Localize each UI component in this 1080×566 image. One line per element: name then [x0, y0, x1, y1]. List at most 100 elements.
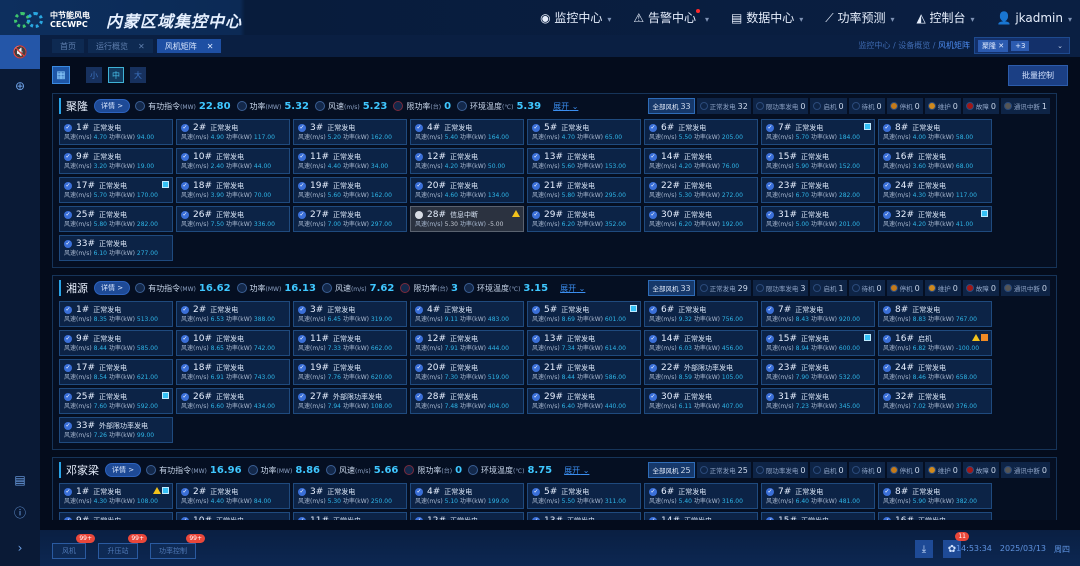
turbine-card[interactable]: ✓ 12# 正常发电 风速(m/s) 4.20 功率(kW) 50.00	[410, 148, 524, 174]
turbine-card[interactable]: ✓ 7# 正常发电 风速(m/s) 5.70 功率(kW) 184.00	[761, 119, 875, 145]
turbine-card[interactable]: ✓ 11# 正常发电 风速(m/s) 7.33 功率(kW) 662.00	[293, 330, 407, 356]
filter-0[interactable]: 全部风机 33	[648, 98, 695, 114]
turbine-card[interactable]: ✓ 4# 正常发电 风速(m/s) 9.11 功率(kW) 483.00	[410, 301, 524, 327]
grid-view-button[interactable]: ▦	[52, 66, 70, 84]
filter-7[interactable]: 故障 0	[962, 462, 999, 478]
turbine-card[interactable]: ✓ 31# 正常发电 风速(m/s) 5.00 功率(kW) 201.00	[761, 206, 875, 232]
filter-6[interactable]: 维护 0	[924, 462, 961, 478]
turbine-card[interactable]: ✓ 18# 正常发电 风速(m/s) 3.90 功率(kW) 70.00	[176, 177, 290, 203]
filter-0[interactable]: 全部风机 33	[648, 280, 695, 296]
filter-8[interactable]: 通讯中断 0	[1000, 462, 1050, 478]
filter-5[interactable]: 停机 0	[886, 98, 923, 114]
turbine-card[interactable]: ✓ 3# 正常发电 风速(m/s) 5.20 功率(kW) 162.00	[293, 119, 407, 145]
nav-monitor[interactable]: ◉ 监控中心 ▾	[540, 9, 611, 26]
turbine-card[interactable]: ✓ 4# 正常发电 风速(m/s) 5.40 功率(kW) 164.00	[410, 119, 524, 145]
filter-3[interactable]: 启机 0	[810, 98, 847, 114]
turbine-card[interactable]: ✓ 11# 正常发电	[293, 512, 407, 520]
tab-2[interactable]: 风机矩阵 ✕	[156, 39, 222, 53]
size-small-button[interactable]: 小	[86, 67, 102, 83]
turbine-card[interactable]: ✓ 27# 正常发电 风速(m/s) 7.00 功率(kW) 297.00	[293, 206, 407, 232]
turbine-card[interactable]: ✓ 24# 正常发电 风速(m/s) 8.46 功率(kW) 658.00	[878, 359, 992, 385]
turbine-card[interactable]: ✓ 29# 正常发电 风速(m/s) 6.40 功率(kW) 440.00	[527, 388, 641, 414]
turbine-card[interactable]: ✓ 16# 启机 风速(m/s) 6.82 功率(kW) -100.00	[878, 330, 992, 356]
farm-multiselect[interactable]: 聚隆 ✕ +3 ⌄	[974, 37, 1070, 54]
filter-5[interactable]: 停机 0	[886, 280, 923, 296]
turbine-card[interactable]: 28# 信息中断 风速(m/s) 5.30 功率(kW) -5.00	[410, 206, 524, 232]
turbine-card[interactable]: ✓ 6# 正常发电 风速(m/s) 5.40 功率(kW) 316.00	[644, 483, 758, 509]
filter-6[interactable]: 维护 0	[924, 98, 961, 114]
tab-1[interactable]: 运行概览 ✕	[88, 39, 153, 53]
turbine-card[interactable]: ✓ 23# 正常发电 风速(m/s) 7.90 功率(kW) 532.00	[761, 359, 875, 385]
filter-6[interactable]: 维护 0	[924, 280, 961, 296]
turbine-card[interactable]: ✓ 25# 正常发电 风速(m/s) 7.60 功率(kW) 592.00	[59, 388, 173, 414]
nav-chart[interactable]: ⟋ 功率预测 ▾	[825, 9, 894, 26]
filter-1[interactable]: 正常发电 25	[696, 462, 751, 478]
filter-1[interactable]: 正常发电 32	[696, 98, 751, 114]
turbine-card[interactable]: ✓ 4# 正常发电 风速(m/s) 5.10 功率(kW) 199.00	[410, 483, 524, 509]
filter-8[interactable]: 通讯中断 0	[1000, 280, 1050, 296]
nav-console[interactable]: ◭ 控制台 ▾	[916, 9, 974, 26]
turbine-card[interactable]: ✓ 12# 正常发电	[410, 512, 524, 520]
turbine-card[interactable]: ✓ 21# 正常发电 风速(m/s) 5.80 功率(kW) 295.00	[527, 177, 641, 203]
filter-7[interactable]: 故障 0	[962, 98, 999, 114]
detail-button[interactable]: 详情 >	[94, 99, 131, 113]
turbine-card[interactable]: ✓ 33# 外部限功率发电 风速(m/s) 7.26 功率(kW) 99.00	[59, 417, 173, 443]
filter-4[interactable]: 待机 0	[848, 98, 885, 114]
turbine-card[interactable]: ✓ 13# 正常发电 风速(m/s) 7.34 功率(kW) 614.00	[527, 330, 641, 356]
turbine-card[interactable]: ✓ 9# 正常发电 风速(m/s) 8.44 功率(kW) 585.00	[59, 330, 173, 356]
turbine-card[interactable]: ✓ 21# 正常发电 风速(m/s) 8.44 功率(kW) 586.00	[527, 359, 641, 385]
filter-1[interactable]: 正常发电 29	[696, 280, 751, 296]
turbine-card[interactable]: ✓ 30# 正常发电 风速(m/s) 6.20 功率(kW) 192.00	[644, 206, 758, 232]
turbine-card[interactable]: ✓ 3# 正常发电 风速(m/s) 6.45 功率(kW) 319.00	[293, 301, 407, 327]
breadcrumb-path[interactable]: 监控中心 / 设备概览 /	[858, 41, 938, 50]
detail-button[interactable]: 详情 >	[94, 281, 131, 295]
turbine-card[interactable]: ✓ 1# 正常发电 风速(m/s) 4.30 功率(kW) 108.00	[59, 483, 173, 509]
filter-3[interactable]: 启机 0	[810, 462, 847, 478]
turbine-card[interactable]: ✓ 9# 正常发电	[59, 512, 173, 520]
expand-link[interactable]: 展开 ⌄	[553, 101, 578, 112]
turbine-card[interactable]: ✓ 29# 正常发电 风速(m/s) 6.20 功率(kW) 352.00	[527, 206, 641, 232]
turbine-card[interactable]: ✓ 10# 正常发电 风速(m/s) 8.65 功率(kW) 742.00	[176, 330, 290, 356]
turbine-card[interactable]: ✓ 16# 正常发电 风速(m/s) 3.60 功率(kW) 68.00	[878, 148, 992, 174]
detail-button[interactable]: 详情 >	[105, 463, 142, 477]
turbine-card[interactable]: ✓ 32# 正常发电 风速(m/s) 7.02 功率(kW) 376.00	[878, 388, 992, 414]
turbine-card[interactable]: ✓ 12# 正常发电 风速(m/s) 7.91 功率(kW) 444.00	[410, 330, 524, 356]
add-button[interactable]: ⊕	[0, 69, 40, 103]
turbine-card[interactable]: ✓ 7# 正常发电 风速(m/s) 8.43 功率(kW) 920.00	[761, 301, 875, 327]
info-button[interactable]: ⓘ	[0, 495, 40, 529]
filter-3[interactable]: 启机 1	[810, 280, 847, 296]
size-medium-button[interactable]: 中	[108, 67, 124, 83]
turbine-card[interactable]: ✓ 25# 正常发电 风速(m/s) 5.80 功率(kW) 282.00	[59, 206, 173, 232]
nav-data[interactable]: ▤ 数据中心 ▾	[731, 9, 803, 26]
turbine-card[interactable]: ✓ 26# 正常发电 风速(m/s) 6.60 功率(kW) 434.00	[176, 388, 290, 414]
substation-alarm-button[interactable]: 升压站 99+	[98, 534, 147, 559]
turbine-card[interactable]: ✓ 26# 正常发电 风速(m/s) 7.50 功率(kW) 336.00	[176, 206, 290, 232]
turbine-card[interactable]: ✓ 24# 正常发电 风速(m/s) 4.30 功率(kW) 117.00	[878, 177, 992, 203]
turbine-card[interactable]: ✓ 19# 正常发电 风速(m/s) 7.76 功率(kW) 620.00	[293, 359, 407, 385]
turbine-card[interactable]: ✓ 15# 正常发电 风速(m/s) 8.94 功率(kW) 600.00	[761, 330, 875, 356]
turbine-card[interactable]: ✓ 18# 正常发电 风速(m/s) 6.91 功率(kW) 743.00	[176, 359, 290, 385]
turbine-card[interactable]: ✓ 8# 正常发电 风速(m/s) 5.90 功率(kW) 382.00	[878, 483, 992, 509]
turbine-card[interactable]: ✓ 32# 正常发电 风速(m/s) 4.20 功率(kW) 41.00	[878, 206, 992, 232]
turbine-card[interactable]: ✓ 27# 外部限功率发电 风速(m/s) 7.94 功率(kW) 108.00	[293, 388, 407, 414]
filter-7[interactable]: 故障 0	[962, 280, 999, 296]
turbine-card[interactable]: ✓ 1# 正常发电 风速(m/s) 8.35 功率(kW) 513.00	[59, 301, 173, 327]
turbine-card[interactable]: ✓ 6# 正常发电 风速(m/s) 5.50 功率(kW) 205.00	[644, 119, 758, 145]
filter-0[interactable]: 全部风机 25	[648, 462, 695, 478]
size-large-button[interactable]: 大	[130, 67, 146, 83]
nav-user[interactable]: 👤 jkadmin ▾	[997, 11, 1072, 25]
turbine-card[interactable]: ✓ 19# 正常发电 风速(m/s) 5.60 功率(kW) 162.00	[293, 177, 407, 203]
turbine-card[interactable]: ✓ 11# 正常发电 风速(m/s) 4.40 功率(kW) 34.00	[293, 148, 407, 174]
alarm-bell-button[interactable]: ✿ 11	[943, 532, 969, 558]
turbine-card[interactable]: ✓ 8# 正常发电 风速(m/s) 8.83 功率(kW) 767.00	[878, 301, 992, 327]
turbine-card[interactable]: ✓ 13# 正常发电 风速(m/s) 5.60 功率(kW) 153.00	[527, 148, 641, 174]
expand-link[interactable]: 展开 ⌄	[560, 283, 585, 294]
filter-4[interactable]: 待机 0	[848, 462, 885, 478]
turbine-card[interactable]: ✓ 33# 正常发电 风速(m/s) 6.10 功率(kW) 277.00	[59, 235, 173, 261]
turbine-card[interactable]: ✓ 2# 正常发电 风速(m/s) 6.53 功率(kW) 388.00	[176, 301, 290, 327]
turbine-card[interactable]: ✓ 16# 正常发电	[878, 512, 992, 520]
document-button[interactable]: ▤	[0, 463, 40, 497]
tab-0[interactable]: 首页	[52, 39, 84, 53]
turbine-card[interactable]: ✓ 2# 正常发电 风速(m/s) 4.90 功率(kW) 117.00	[176, 119, 290, 145]
turbine-card[interactable]: ✓ 6# 正常发电 风速(m/s) 9.32 功率(kW) 756.00	[644, 301, 758, 327]
